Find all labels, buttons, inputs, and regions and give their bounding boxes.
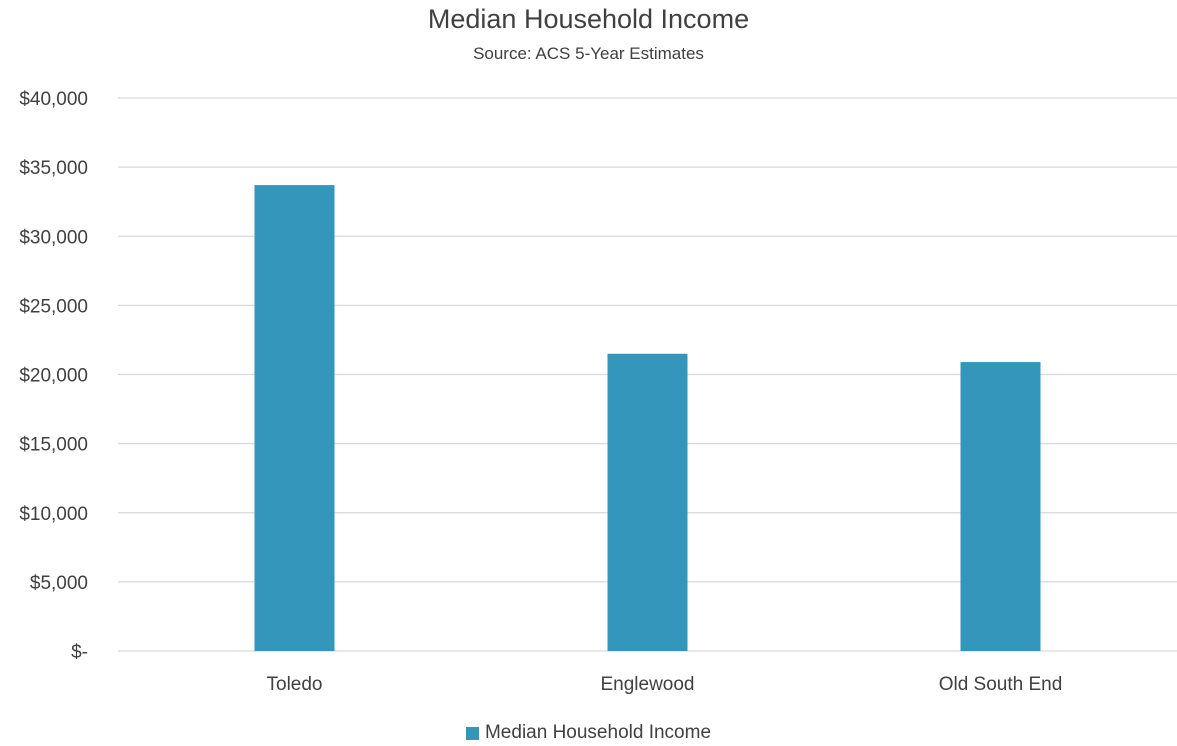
y-tick-label: $10,000 [19,504,88,525]
bar [960,362,1041,651]
chart-title: Median Household Income [427,4,750,34]
bar [254,185,335,651]
y-tick-label: $15,000 [19,435,88,456]
x-tick-label: Toledo [267,674,323,695]
chart-subtitle: Source: ACS 5-Year Estimates [473,44,704,63]
y-tick-label: $5,000 [30,573,88,594]
y-tick-label: $20,000 [19,366,88,387]
y-tick-label: $35,000 [19,158,88,179]
bars [254,185,1041,651]
y-tick-label: $- [71,642,88,663]
y-tick-label: $40,000 [19,89,88,110]
legend-label: Median Household Income [484,722,712,743]
x-tick-label: Old South End [939,674,1063,695]
x-axis-ticks: Toledo Englewood Old South End [267,674,1063,695]
x-tick-label: Englewood [600,674,694,695]
y-axis-ticks: $- $5,000 $10,000 $15,000 $20,000 $25,000 $30,… [19,89,88,663]
y-tick-label: $25,000 [19,296,88,317]
y-tick-label: $30,000 [19,227,88,248]
legend-swatch [465,726,479,740]
bar [607,353,688,651]
legend: Median Household Income [0,722,1177,744]
